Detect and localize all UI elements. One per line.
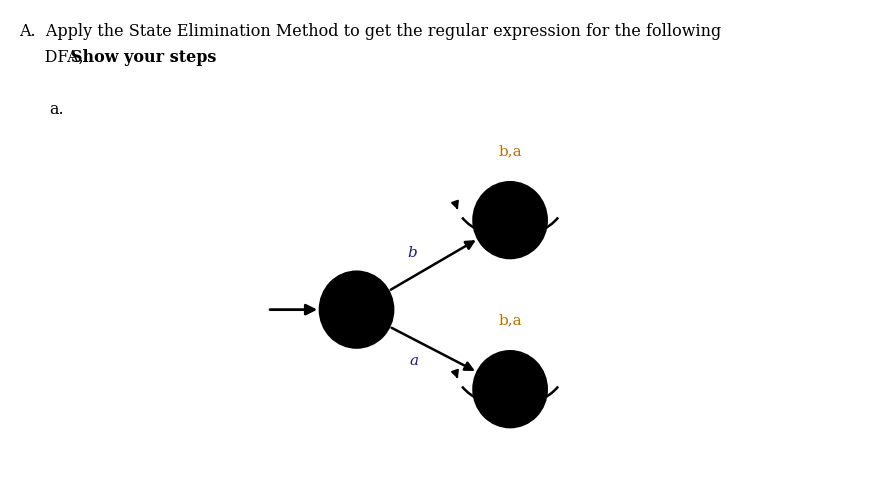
- Circle shape: [320, 272, 393, 347]
- Text: A.  Apply the State Elimination Method to get the regular expression for the fol: A. Apply the State Elimination Method to…: [19, 23, 721, 40]
- Text: 1: 1: [505, 211, 516, 229]
- Text: 0: 0: [351, 301, 363, 318]
- Text: DFA,: DFA,: [19, 49, 88, 66]
- Circle shape: [474, 351, 547, 427]
- Text: 2: 2: [505, 380, 516, 398]
- Circle shape: [474, 182, 547, 258]
- Text: .: .: [169, 49, 175, 66]
- Text: b,a: b,a: [498, 313, 522, 327]
- Text: a: a: [409, 354, 419, 368]
- Text: a.: a.: [49, 101, 64, 118]
- Text: Show your steps: Show your steps: [71, 49, 217, 66]
- Text: b,a: b,a: [498, 144, 522, 158]
- Text: b: b: [407, 246, 417, 260]
